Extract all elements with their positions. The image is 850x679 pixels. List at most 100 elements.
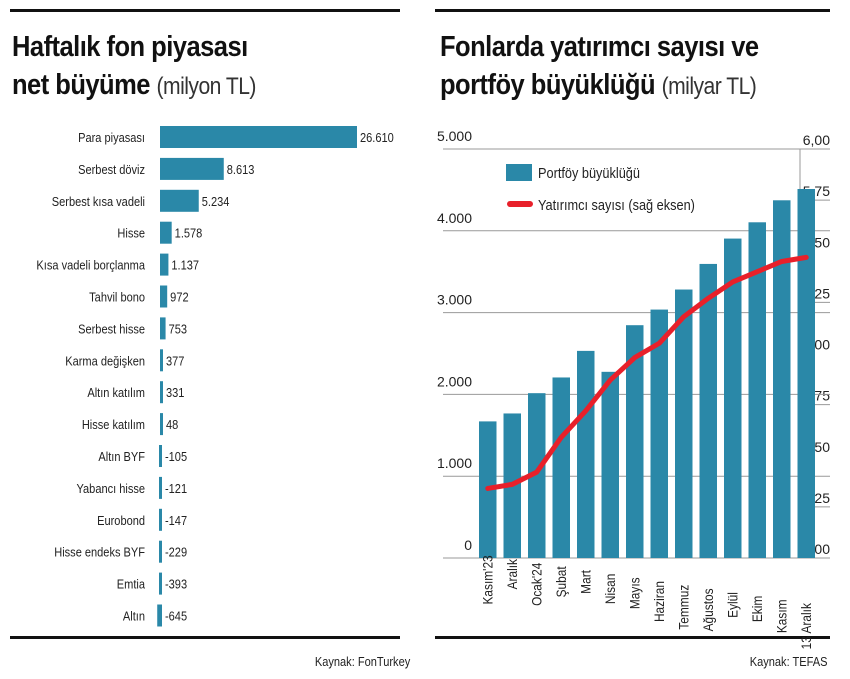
category-label: Kısa vadeli borçlanma	[36, 258, 145, 273]
x-tick-label: Kasım'23	[480, 555, 496, 604]
value-label: 377	[166, 353, 185, 368]
bar-11	[159, 476, 162, 499]
portfolio-bar-13	[797, 189, 815, 559]
left-tick-label: 1.000	[437, 455, 472, 471]
category-label: Yabancı hisse	[77, 481, 146, 496]
bar-12	[159, 508, 162, 531]
bar-3	[160, 221, 172, 244]
value-label: 8.613	[227, 162, 255, 177]
legend-swatch-portfolio	[506, 164, 532, 181]
left-unit: (milyon TL)	[156, 73, 257, 100]
value-label: 972	[170, 290, 189, 305]
value-label: -229	[165, 545, 187, 560]
right-source: Kaynak: TEFAS	[750, 654, 828, 669]
category-label: Eurobond	[97, 513, 145, 528]
value-label: 26.610	[360, 130, 394, 145]
bar-10	[159, 445, 162, 467]
left-tick-label: 0	[464, 537, 472, 553]
portfolio-bar-10	[724, 238, 742, 559]
right-title-text: portföy büyüklüğü	[440, 69, 656, 101]
category-label: Serbest kısa vadeli	[52, 194, 145, 209]
category-label: Serbest hisse	[78, 322, 145, 337]
right-tick-label: 6,00	[803, 132, 830, 148]
value-label: 5.234	[202, 194, 230, 209]
bar-14	[159, 572, 162, 595]
left-title-line1: Haftalık fon piyasası	[12, 31, 248, 63]
portfolio-bar-8	[675, 289, 693, 558]
value-label: 1.137	[171, 258, 199, 273]
bar-7	[160, 349, 163, 372]
category-label: Karma değişken	[65, 353, 145, 368]
x-tick-label: Şubat	[553, 566, 569, 597]
right-title-line2: portföy büyüklüğü (milyar TL)	[440, 66, 759, 106]
portfolio-bar-11	[748, 222, 766, 559]
category-label: Serbest döviz	[78, 162, 145, 177]
portfolio-bar-4	[577, 350, 595, 558]
category-label: Altın katılım	[87, 385, 145, 400]
x-tick-label: Ekim	[749, 596, 765, 622]
legend-label-investors: Yatırımcı sayısı (sağ eksen)	[538, 196, 695, 213]
value-label: 1.578	[175, 226, 203, 241]
x-tick-label: Mayıs	[627, 577, 643, 609]
x-tick-label: 13 Aralık	[798, 603, 814, 650]
x-tick-label: Nisan	[602, 574, 618, 604]
x-tick-label: Aralık	[504, 559, 520, 590]
right-bottom-rule	[435, 636, 830, 639]
left-title-text: net büyüme	[12, 69, 150, 101]
category-label: Hisse	[117, 226, 145, 241]
category-label: Emtia	[117, 577, 145, 592]
bar-9	[160, 413, 163, 436]
right-title-line1: Fonlarda yatırımcı sayısı ve	[440, 31, 759, 63]
portfolio-bar-6	[626, 325, 644, 558]
x-tick-label: Mart	[578, 570, 594, 594]
left-title: Haftalık fon piyasası net büyüme (milyon…	[12, 28, 256, 106]
portfolio-bar-3	[552, 377, 570, 558]
x-tick-label: Kasım	[774, 599, 790, 633]
bar-2	[160, 189, 199, 212]
bar-13	[159, 540, 162, 563]
bar-1	[160, 157, 224, 180]
right-top-rule	[435, 9, 830, 12]
left-top-rule	[10, 9, 400, 12]
value-label: -147	[165, 513, 187, 528]
legend-label-portfolio: Portföy büyüklüğü	[538, 164, 640, 181]
value-label: 753	[169, 322, 188, 337]
x-tick-label: Ağustos	[700, 588, 716, 631]
portfolio-bar-7	[650, 309, 668, 558]
bar-6	[160, 317, 166, 340]
x-tick-label: Temmuz	[676, 585, 692, 630]
portfolio-bar-5	[601, 371, 619, 558]
x-tick-label: Ocak'24	[529, 563, 545, 606]
x-tick-label: Haziran	[651, 581, 667, 622]
category-label: Tahvil bono	[89, 290, 145, 305]
category-label: Hisse katılım	[82, 417, 145, 432]
bar-0	[160, 126, 357, 148]
bar-8	[160, 381, 163, 404]
right-unit: (milyar TL)	[661, 73, 757, 100]
bar-4	[160, 253, 169, 276]
category-label: Altın BYF	[98, 449, 145, 464]
category-label: Hisse endeks BYF	[54, 545, 145, 560]
left-tick-label: 3.000	[437, 292, 472, 308]
category-label: Para piyasası	[78, 130, 145, 145]
left-title-line2: net büyüme (milyon TL)	[12, 66, 256, 106]
portfolio-bar-9	[699, 263, 717, 558]
value-label: -645	[165, 609, 187, 624]
investor-count-line	[485, 254, 809, 491]
left-tick-label: 4.000	[437, 210, 472, 226]
right-title: Fonlarda yatırımcı sayısı ve portföy büy…	[440, 28, 759, 106]
bar-5	[160, 285, 168, 308]
left-tick-label: 5.000	[437, 128, 472, 144]
value-label: -393	[165, 577, 187, 592]
left-tick-label: 2.000	[437, 373, 472, 389]
bar-15	[157, 604, 162, 627]
left-bottom-rule	[10, 636, 400, 639]
portfolio-bar-2	[528, 393, 546, 558]
portfolio-bar-12	[773, 200, 791, 558]
value-label: -121	[165, 481, 187, 496]
left-source: Kaynak: FonTurkey	[314, 654, 410, 669]
category-label: Altın	[123, 609, 145, 624]
value-label: 331	[166, 385, 185, 400]
value-label: 48	[166, 417, 179, 432]
